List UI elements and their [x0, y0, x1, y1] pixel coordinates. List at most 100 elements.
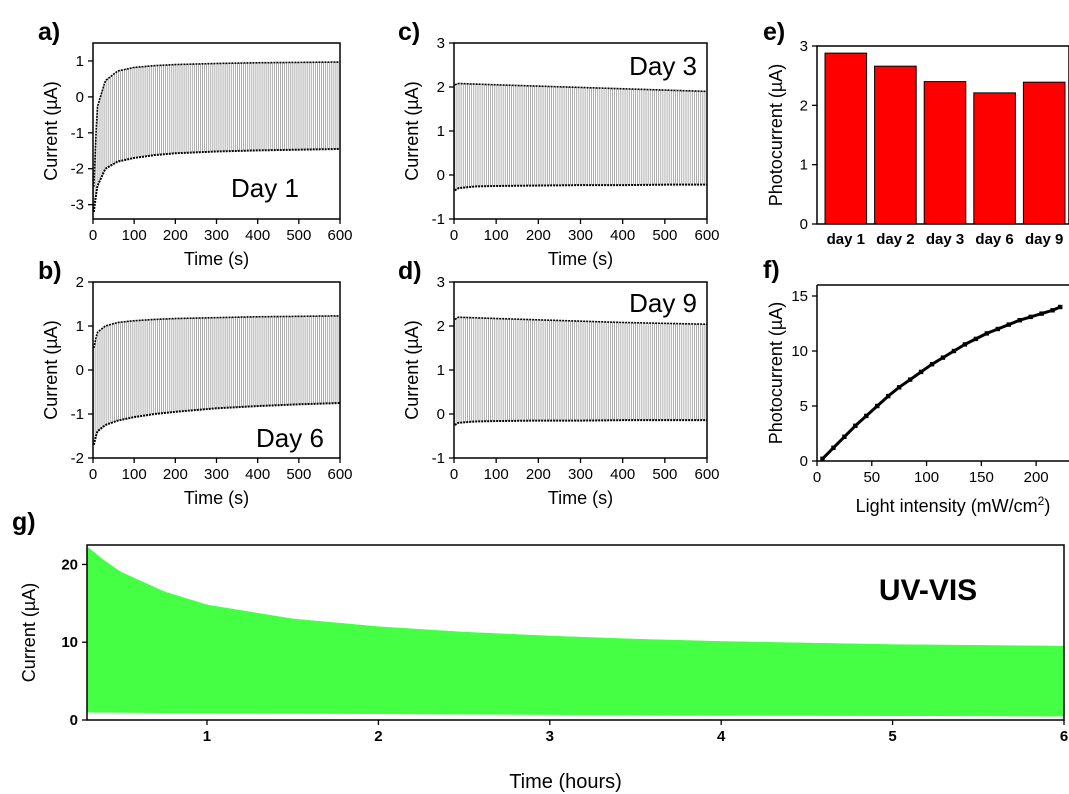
panel-annotation: Day 1: [231, 173, 299, 203]
y-tick-label: -2: [71, 450, 84, 467]
bar-day-9: [1022, 81, 1066, 225]
x-tick-label: day 6: [975, 231, 1013, 248]
switching-trace: [454, 83, 708, 191]
data-segment: [942, 349, 955, 359]
y-tick-label: 3: [437, 274, 445, 291]
y-tick-label: -1: [71, 125, 84, 142]
x-tick-label: 0: [813, 469, 821, 486]
x-tick-label: 200: [163, 466, 188, 483]
x-axis-title: Time (hours): [509, 771, 622, 793]
bar-day-2: [874, 65, 917, 225]
x-tick-label: 300: [204, 227, 229, 244]
x-tick-label: 400: [610, 466, 635, 483]
y-tick-label: 10: [61, 634, 78, 651]
x-tick-label: 0: [450, 466, 458, 483]
panel-annotation: Day 3: [629, 51, 697, 81]
x-tick-label: 150: [969, 469, 994, 486]
x-tick-label: 200: [1024, 469, 1049, 486]
y-tick-label: 2: [437, 79, 445, 96]
data-segment: [931, 356, 944, 366]
x-tick-label: day 2: [876, 231, 914, 248]
switching-trace: [454, 317, 708, 425]
off-envelope: [92, 402, 341, 446]
y-axis-title: Current (µA): [41, 81, 61, 180]
x-tick-label: 500: [286, 227, 311, 244]
x-tick-label: 100: [484, 227, 509, 244]
data-segment: [1051, 305, 1061, 312]
y-tick-label: 3: [437, 35, 445, 52]
data-segment: [854, 414, 868, 427]
data-segment: [975, 332, 988, 341]
x-axis-title-end: ): [1044, 496, 1050, 516]
switching-trace: [93, 62, 341, 212]
y-axis-title: Current (µA): [19, 583, 39, 682]
panel-label-a: a): [38, 18, 60, 46]
x-tick-label: 3: [546, 728, 554, 745]
x-tick-label: 0: [89, 227, 97, 244]
panel-d: d) 0 100 200 300 400 500 600 -1 0 1 2 3 Time (s) Day 9…: [398, 257, 720, 508]
x-axis-title: Time (s): [548, 249, 613, 269]
y-tick-label: 1: [76, 318, 84, 335]
y-axis-title: Photocurrent (µA): [766, 302, 786, 444]
panel-label-g: g): [12, 508, 36, 536]
data-segment: [997, 323, 1010, 331]
x-tick-label: 200: [526, 466, 551, 483]
plot-frame: [86, 544, 1065, 721]
x-tick-label: 600: [327, 466, 352, 483]
x-tick-label: day 3: [926, 231, 964, 248]
x-tick-label: day 9: [1025, 231, 1063, 248]
data-segment: [953, 343, 966, 353]
data-segment: [964, 337, 977, 346]
x-axis-title-main: Light intensity (mW/cm: [856, 496, 1038, 516]
data-segment: [1041, 308, 1053, 316]
x-tick-label: 1: [203, 728, 211, 745]
y-tick-label: 15: [791, 288, 808, 305]
x-tick-label: 100: [484, 466, 509, 483]
x-tick-label: 300: [568, 466, 593, 483]
y-axis-title: Current (µA): [402, 81, 422, 180]
x-tick-label: 500: [652, 227, 677, 244]
panel-c: c) 0 100 200 300 400 500 600 -1 0 1 2 3 Time (s) Day 3…: [398, 18, 720, 269]
panel-a: a) 0 100 200 300 400 500 600 -3 -2 -1 0 1 Time (s) Day…: [38, 18, 353, 269]
data-segment: [898, 378, 911, 389]
y-tick-label: 0: [76, 89, 84, 106]
x-axis-title: Time (s): [548, 488, 613, 508]
x-tick-label: 400: [610, 227, 635, 244]
x-tick-label: 50: [863, 469, 880, 486]
y-tick-label: 0: [70, 712, 78, 729]
data-segment: [986, 327, 999, 335]
x-tick-label: 500: [286, 466, 311, 483]
x-tick-label: 400: [245, 466, 270, 483]
x-tick-label: 100: [122, 466, 147, 483]
y-tick-label: -2: [71, 161, 84, 178]
y-tick-label: 2: [800, 97, 808, 114]
data-segment: [832, 435, 846, 449]
on-envelope: [93, 315, 341, 349]
uvvis-area: [86, 546, 1065, 717]
y-tick-label: 5: [800, 398, 808, 415]
off-envelope: [92, 147, 341, 212]
bar-day-1: [824, 52, 868, 225]
y-tick-label: -1: [432, 450, 445, 467]
y-tick-label: 2: [76, 274, 84, 291]
off-envelope: [454, 419, 707, 426]
panel-label-f: f): [763, 256, 780, 284]
x-tick-label: 300: [568, 227, 593, 244]
y-axis-title: Photocurrent (µA): [766, 64, 786, 206]
bar-day-6: [973, 92, 1016, 225]
x-tick-label: 0: [89, 466, 97, 483]
y-tick-label: 1: [437, 123, 445, 140]
y-tick-label: -3: [71, 197, 84, 214]
panel-annotation: Day 9: [629, 288, 697, 318]
on-envelope: [93, 61, 341, 187]
x-axis-title: Light intensity (mW/cm2): [856, 494, 1051, 516]
x-tick-label: 6: [1060, 728, 1068, 745]
y-tick-label: 0: [437, 167, 445, 184]
x-tick-label: 600: [694, 466, 719, 483]
panel-g: g) 1 2 3 4 5 6 0 10 20 Time (hours) UV-VIS Current (…: [12, 508, 1068, 793]
panel-label-b: b): [38, 257, 62, 285]
x-tick-label: day 1: [827, 231, 865, 248]
y-tick-label: 2: [437, 318, 445, 335]
y-axis-title: Current (µA): [41, 320, 61, 419]
